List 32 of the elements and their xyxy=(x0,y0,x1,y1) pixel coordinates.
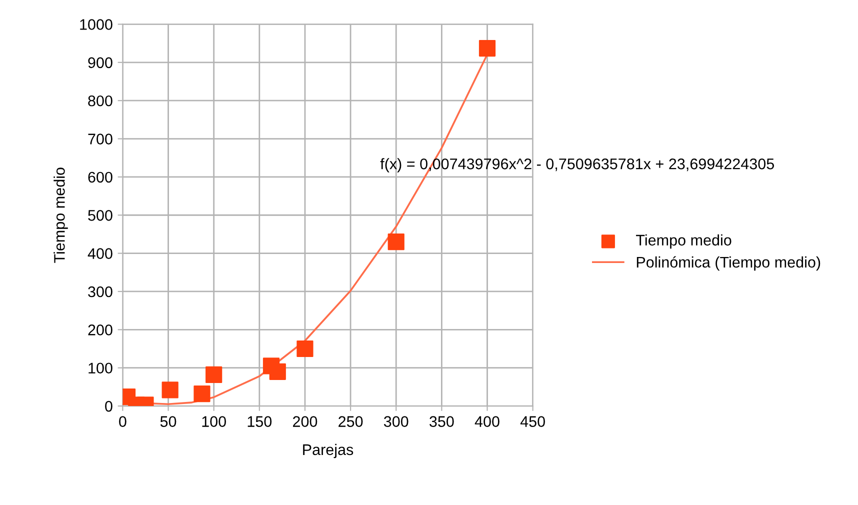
point xyxy=(206,366,222,384)
x-tick-label: 100 xyxy=(202,416,226,427)
x-axis-title: Parejas xyxy=(303,444,354,458)
legend-label: Polinómica (Tiempo medio) xyxy=(636,256,820,271)
point xyxy=(388,234,404,250)
y-tick-label: 0 xyxy=(105,400,112,412)
y-tick-label: 400 xyxy=(88,248,112,259)
x-tick-label: 50 xyxy=(160,416,176,427)
y-tick-label: 600 xyxy=(88,172,112,183)
y-tick-label: 300 xyxy=(88,286,112,298)
x-tick-label: 200 xyxy=(292,416,318,427)
y-tick-label: 200 xyxy=(88,324,112,336)
y-tick-label: 1000 xyxy=(80,19,112,30)
point xyxy=(194,386,210,402)
x-tick-label: 450 xyxy=(520,416,545,427)
y-tick-label: 800 xyxy=(88,95,112,106)
point xyxy=(296,340,314,358)
point xyxy=(269,363,286,380)
y-tick-label: 700 xyxy=(88,134,112,144)
x-tick-label: 400 xyxy=(474,416,500,427)
x-tick-label: 350 xyxy=(430,416,454,427)
y-axis-title: Tiempo medio xyxy=(54,168,68,263)
y-tick-label: 100 xyxy=(88,362,112,374)
y-tick-label: 500 xyxy=(88,210,112,221)
point xyxy=(478,40,496,57)
x-tick-label: 300 xyxy=(384,416,408,427)
x-tick-label: 250 xyxy=(338,416,363,427)
point xyxy=(162,382,178,398)
x-tick-label: 0 xyxy=(119,416,126,427)
y-tick-label: 900 xyxy=(88,57,112,68)
legend-label: Tiempo medio xyxy=(636,234,732,249)
x-tick-label: 150 xyxy=(248,416,272,427)
